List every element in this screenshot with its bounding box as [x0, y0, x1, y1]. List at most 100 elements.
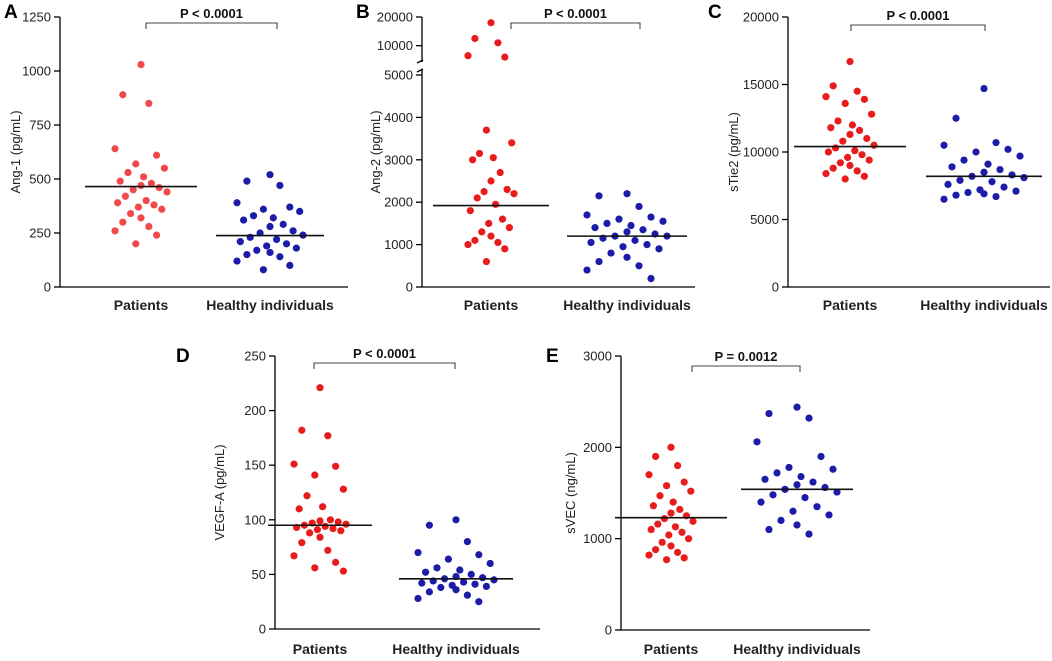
- data-point: [817, 452, 825, 461]
- data-point: [647, 274, 655, 283]
- y-tick-label: 1000: [384, 237, 413, 252]
- data-point: [153, 231, 161, 239]
- data-point: [482, 257, 490, 266]
- data-point: [326, 516, 334, 524]
- data-point: [685, 535, 693, 543]
- data-point: [627, 221, 635, 230]
- data-point: [316, 517, 324, 525]
- data-point: [253, 246, 261, 254]
- data-point: [111, 145, 119, 153]
- data-point: [486, 559, 494, 568]
- data-point: [667, 542, 675, 550]
- axis-break-mark: [416, 59, 424, 64]
- data-point: [124, 168, 132, 177]
- data-point: [145, 99, 153, 107]
- data-point: [829, 82, 837, 90]
- data-point: [296, 207, 304, 215]
- data-point: [240, 216, 248, 224]
- data-point: [960, 156, 968, 164]
- data-point: [471, 34, 479, 43]
- data-point: [475, 598, 483, 606]
- data-point: [583, 266, 591, 274]
- data-point: [316, 533, 324, 541]
- data-point: [487, 19, 495, 27]
- data-point: [827, 124, 835, 132]
- data-point: [292, 244, 300, 252]
- data-point: [980, 168, 988, 176]
- data-point: [422, 568, 430, 576]
- data-point: [313, 526, 321, 534]
- data-point: [667, 443, 675, 451]
- x-category-label: Healthy individuals: [920, 297, 1048, 313]
- data-point: [841, 175, 849, 183]
- data-point: [822, 170, 830, 178]
- data-point: [964, 188, 972, 197]
- data-point: [503, 185, 511, 194]
- data-point: [680, 478, 688, 486]
- y-tick-label: 200: [244, 403, 266, 418]
- x-category-label: Patients: [293, 641, 348, 657]
- data-point: [339, 485, 347, 493]
- data-point: [479, 574, 487, 582]
- data-point: [689, 517, 697, 525]
- y-tick-label: 15000: [743, 77, 779, 92]
- data-point: [243, 251, 251, 259]
- data-point: [116, 177, 124, 185]
- data-point: [972, 148, 980, 156]
- data-point: [813, 503, 821, 511]
- data-point: [286, 261, 294, 269]
- data-point: [868, 110, 876, 118]
- data-point: [119, 91, 127, 99]
- data-point: [660, 514, 669, 523]
- p-value-label: P < 0.0001: [180, 6, 243, 21]
- data-point: [121, 192, 129, 200]
- data-point: [858, 151, 866, 159]
- data-point: [473, 194, 481, 202]
- y-tick-label: 250: [244, 349, 266, 364]
- y-tick-label: 5000: [384, 68, 413, 83]
- panel-d: D 0 50 100 150 200 250 VEGF-A (pg/mL) Patients He…: [176, 346, 540, 657]
- panel-b: B 0 1000 2000 3000 4000 5000 10000 20000 Ang-2 (p…: [356, 2, 695, 313]
- data-point: [663, 482, 671, 490]
- data-point: [663, 556, 671, 564]
- data-point: [471, 236, 479, 244]
- data-point: [129, 186, 137, 194]
- data-point: [992, 192, 1000, 201]
- panel-letter: E: [546, 346, 559, 367]
- data-point: [595, 257, 603, 266]
- data-point: [233, 199, 241, 207]
- data-point: [463, 591, 471, 599]
- data-point: [853, 87, 861, 95]
- data-point: [145, 222, 153, 231]
- x-category-label: Healthy individuals: [733, 641, 861, 657]
- data-point: [286, 203, 294, 211]
- data-point: [480, 188, 488, 196]
- data-point: [298, 539, 306, 547]
- data-point: [833, 488, 841, 496]
- data-point: [337, 527, 345, 535]
- data-point: [870, 141, 878, 149]
- data-point: [464, 241, 472, 249]
- data-point: [487, 177, 495, 185]
- data-point: [134, 203, 142, 211]
- data-point: [846, 161, 854, 170]
- data-point: [988, 178, 996, 186]
- data-point: [158, 205, 166, 213]
- data-point: [263, 242, 271, 250]
- data-point: [645, 471, 653, 479]
- data-point: [324, 546, 332, 554]
- data-point: [797, 472, 805, 481]
- data-point: [114, 199, 122, 207]
- data-point: [490, 576, 498, 584]
- data-point: [414, 594, 422, 603]
- data-point: [853, 167, 861, 175]
- data-point: [482, 582, 490, 591]
- y-tick-label: 1000: [583, 531, 612, 546]
- data-point: [676, 505, 684, 514]
- panel-letter: C: [708, 2, 722, 23]
- data-point: [607, 249, 615, 257]
- data-point: [1020, 174, 1028, 182]
- data-point: [674, 462, 682, 470]
- data-point: [647, 525, 655, 534]
- data-point: [1016, 152, 1024, 160]
